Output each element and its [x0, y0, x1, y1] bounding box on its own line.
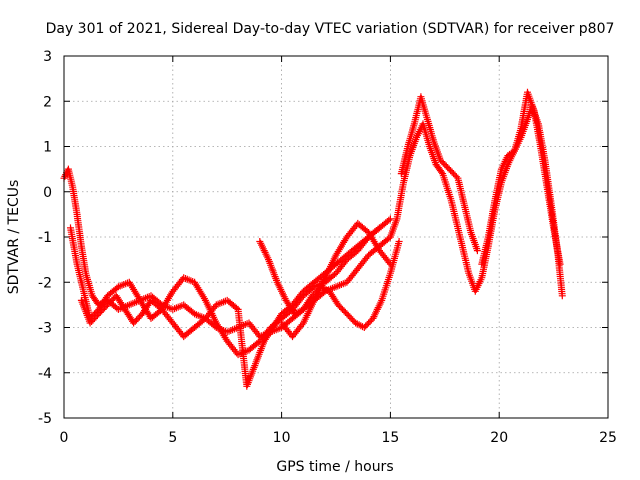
y-tick-label: 2	[43, 94, 52, 110]
x-tick-label: 15	[381, 430, 399, 446]
grid	[64, 56, 608, 418]
y-tick-label: -4	[38, 366, 52, 382]
y-tick-label: -2	[38, 275, 52, 291]
data-points	[60, 88, 566, 390]
series-markers	[67, 215, 394, 359]
x-axis-label: GPS time / hours	[276, 459, 393, 475]
y-axis-label: SDTVAR / TECUs	[6, 180, 22, 295]
series-track-7	[478, 88, 564, 268]
y-tick-label: 3	[43, 49, 52, 65]
x-tick-label: 25	[599, 430, 617, 446]
chart-title: Day 301 of 2021, Sidereal Day-to-day VTE…	[46, 21, 615, 37]
series-track-2	[67, 215, 394, 359]
series-markers	[397, 93, 481, 255]
x-tick-label: 0	[60, 430, 69, 446]
x-tick-label: 10	[273, 430, 291, 446]
x-axis: 0 5 10 15 20 25	[60, 56, 617, 446]
x-tick-label: 5	[168, 430, 177, 446]
series-track-5	[278, 219, 394, 341]
y-tick-label: 0	[43, 185, 52, 201]
y-tick-label: -5	[38, 411, 52, 427]
y-tick-label: -1	[38, 230, 52, 246]
y-tick-label: -3	[38, 321, 52, 337]
plot-frame	[63, 55, 609, 419]
series-markers	[278, 219, 394, 341]
series-markers	[478, 88, 564, 268]
y-tick-label: 1	[43, 140, 52, 156]
series-track-6	[397, 93, 481, 255]
x-tick-label: 20	[490, 430, 508, 446]
y-axis: -5 -4 -3 -2 -1 0 1 2 3	[38, 49, 608, 427]
